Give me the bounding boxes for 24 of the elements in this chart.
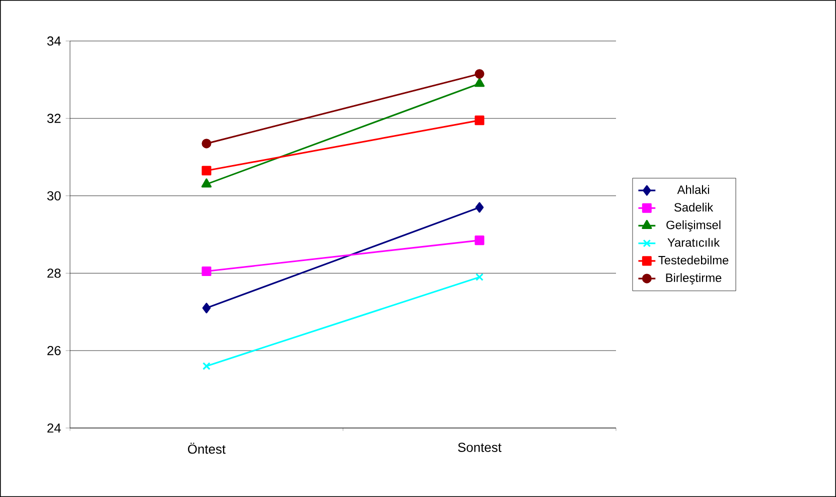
point <box>202 302 211 314</box>
legend-label: Sadelik <box>674 202 714 212</box>
legend-label: Birleştirme <box>666 273 722 284</box>
legend-label: Ahlaki <box>677 185 710 194</box>
legend-label: Testedebilme <box>658 256 728 264</box>
point <box>202 166 212 176</box>
y-tick-label: 32 <box>47 114 61 123</box>
legend-label: Gelişimsel <box>666 220 720 232</box>
point <box>202 138 212 148</box>
y-tick-label: 34 <box>47 36 61 46</box>
y-tick-label: 30 <box>47 191 61 200</box>
y-tick-label: 24 <box>47 423 61 433</box>
legend-label: Yaratıcılık <box>668 238 720 247</box>
point <box>476 273 484 282</box>
point <box>474 236 484 246</box>
point <box>474 69 484 79</box>
point <box>202 266 212 276</box>
point <box>475 202 484 213</box>
y-tick-label: 26 <box>47 346 61 356</box>
x-tick-label: Öntest <box>188 442 226 454</box>
point <box>474 116 484 126</box>
point <box>202 362 210 370</box>
x-tick-label: Sontest <box>458 442 502 452</box>
y-tick-label: 28 <box>47 268 61 278</box>
